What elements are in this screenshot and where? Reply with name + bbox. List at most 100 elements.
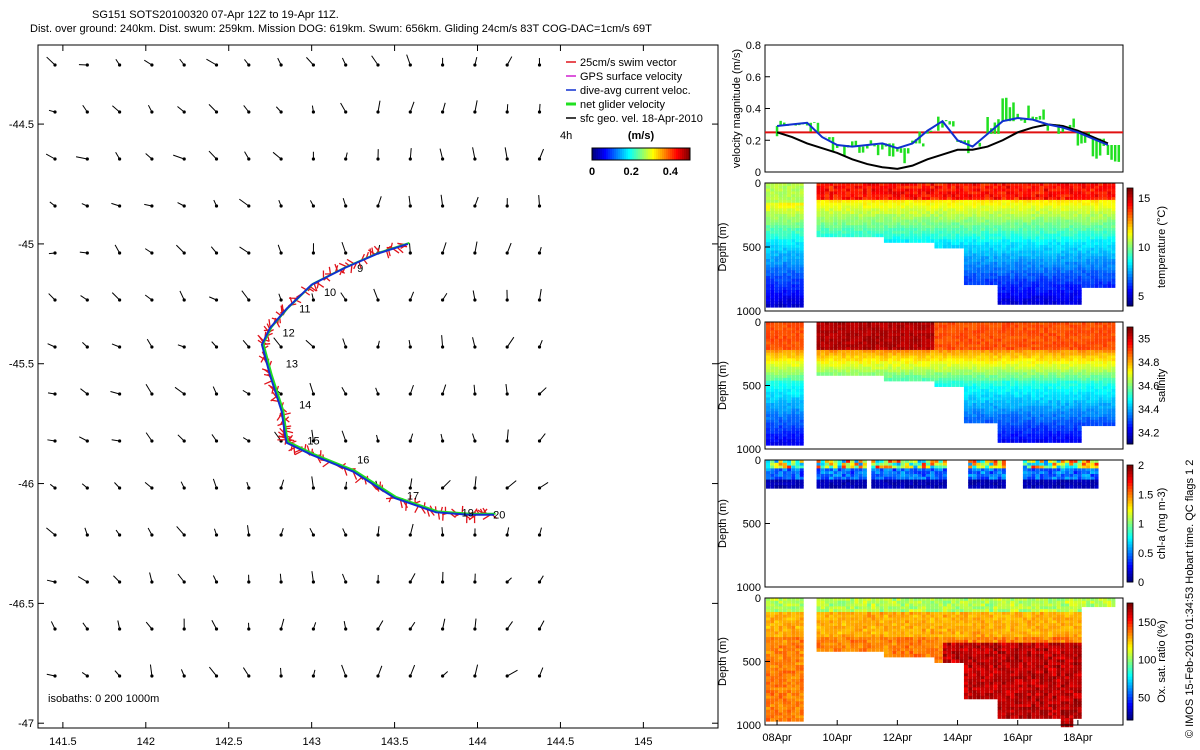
section-sample xyxy=(829,344,834,348)
section-sample xyxy=(989,330,994,334)
section-sample xyxy=(778,416,783,421)
section-sample xyxy=(921,230,926,235)
section-sample xyxy=(883,228,888,232)
section-sample xyxy=(938,242,943,246)
section-sample xyxy=(850,230,855,235)
section-sample xyxy=(896,225,901,229)
section-sample xyxy=(841,333,846,337)
current-vector xyxy=(280,618,285,630)
section-sample xyxy=(1098,281,1103,286)
section-sample xyxy=(1052,216,1057,221)
section-sample xyxy=(963,253,968,257)
section-sample xyxy=(951,183,956,187)
section-sample xyxy=(854,341,859,346)
section-sample xyxy=(770,352,775,357)
current-vector xyxy=(504,147,508,160)
section-sample xyxy=(1111,239,1116,243)
section-sample xyxy=(1014,295,1019,300)
section-sample xyxy=(917,341,922,346)
section-sample xyxy=(947,205,952,210)
section-sample xyxy=(1052,230,1057,235)
section-sample xyxy=(1035,250,1040,255)
section-sample xyxy=(972,411,977,415)
section-sample xyxy=(947,239,952,243)
section-sample xyxy=(774,236,779,241)
section-sample xyxy=(888,330,893,334)
swim-vector xyxy=(385,250,390,259)
section-sample xyxy=(913,335,918,340)
section-sample xyxy=(1073,233,1078,238)
section-sample xyxy=(875,341,880,346)
section-sample xyxy=(1098,213,1103,218)
section-sample xyxy=(1065,242,1070,246)
section-sample xyxy=(1077,261,1082,266)
section-sample xyxy=(1006,267,1011,271)
section-sample xyxy=(968,347,973,351)
current-vector-tail xyxy=(53,298,57,302)
section-sample xyxy=(778,267,783,271)
section-sample xyxy=(791,344,796,348)
section-sample xyxy=(947,327,952,332)
section-sample xyxy=(1027,278,1032,283)
section-sample xyxy=(1022,253,1027,257)
section-sample xyxy=(883,208,888,212)
section-sample xyxy=(1107,199,1112,204)
section-sample xyxy=(942,383,947,387)
section-sample xyxy=(766,397,771,401)
section-sample xyxy=(968,259,973,263)
section-sample xyxy=(850,185,855,190)
section-sample xyxy=(892,375,897,379)
section-sample xyxy=(782,327,787,332)
section-sample xyxy=(787,230,792,235)
section-colorbar-cell xyxy=(1127,241,1133,245)
section-sample xyxy=(820,327,825,332)
section-sample xyxy=(1052,239,1057,243)
section-sample xyxy=(942,205,947,210)
section-sample xyxy=(791,442,796,446)
section-sample xyxy=(976,383,981,387)
section-sample xyxy=(959,208,964,212)
current-vector xyxy=(377,196,382,207)
section-sample xyxy=(854,349,859,354)
section-sample xyxy=(938,372,943,376)
section-sample xyxy=(904,372,909,376)
section-sample xyxy=(795,256,800,260)
section-sample xyxy=(824,230,829,235)
map-x-tick-label: 144.5 xyxy=(547,736,575,748)
section-sample xyxy=(774,349,779,354)
section-sample xyxy=(1031,213,1036,218)
section-sample xyxy=(930,185,935,190)
section-sample xyxy=(1031,270,1036,274)
section-sample xyxy=(913,361,918,365)
section-sample xyxy=(959,324,964,329)
current-vector xyxy=(506,480,517,489)
section-sample xyxy=(770,433,775,438)
section-sample xyxy=(782,219,787,224)
section-sample xyxy=(846,355,851,360)
section-sample xyxy=(980,419,985,424)
colorbar-cell xyxy=(594,148,597,160)
current-vector-tail xyxy=(53,157,57,161)
section-sample xyxy=(896,233,901,238)
section-sample xyxy=(791,225,796,229)
section-sample xyxy=(787,352,792,357)
section-sample xyxy=(795,428,800,432)
section-sample xyxy=(1056,298,1061,302)
section-sample xyxy=(989,230,994,235)
section-sample xyxy=(841,216,846,221)
section-sample xyxy=(1056,222,1061,226)
section-sample xyxy=(782,233,787,238)
section-sample xyxy=(1090,236,1095,241)
section-sample xyxy=(888,194,893,198)
section-sample xyxy=(1001,290,1006,294)
section-sample xyxy=(1043,194,1048,198)
section-sample xyxy=(787,377,792,382)
section-sample xyxy=(1111,194,1116,198)
section-sample xyxy=(795,419,800,424)
section-sample xyxy=(1001,369,1006,373)
section-sample xyxy=(782,442,787,446)
section-sample xyxy=(1102,261,1107,266)
section-sample xyxy=(1065,239,1070,243)
section-sample xyxy=(778,292,783,297)
section-sample xyxy=(799,414,804,418)
